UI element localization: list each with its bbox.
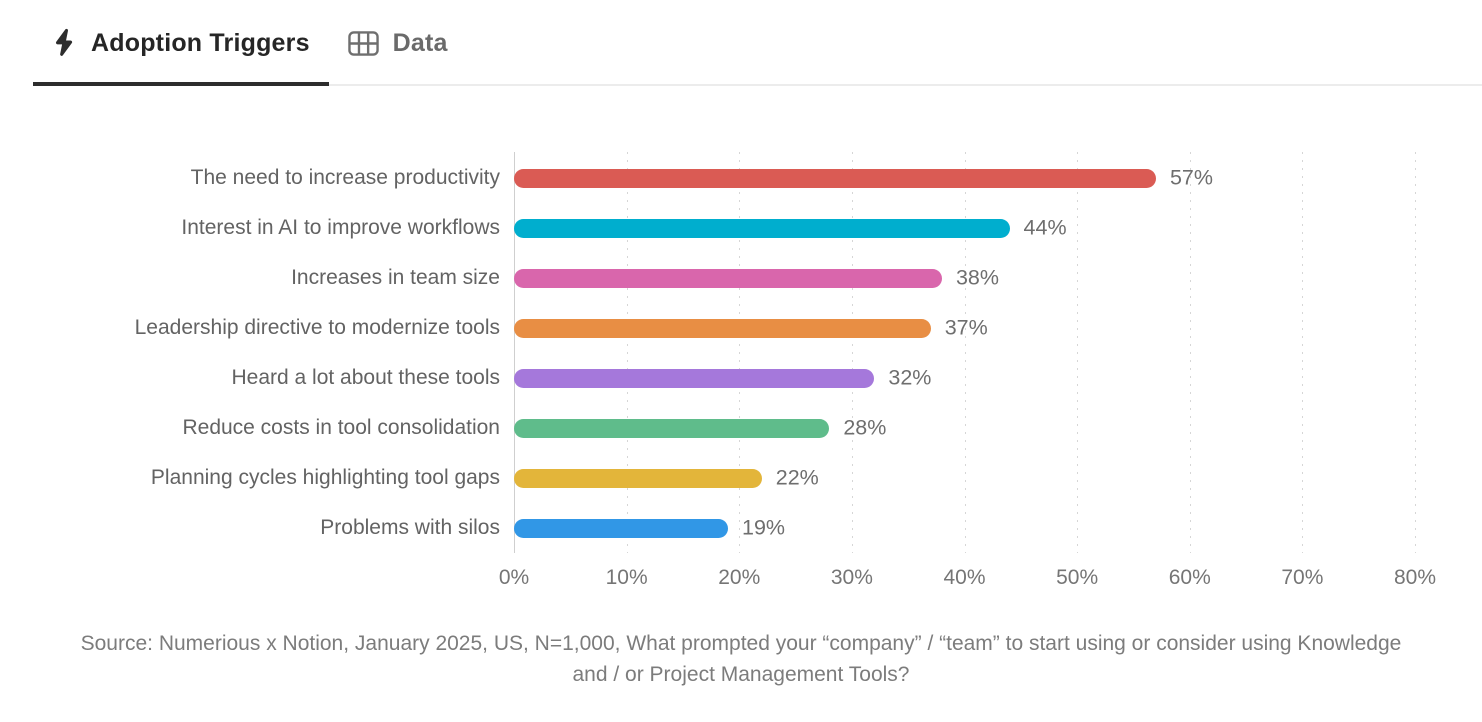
tab-bar: Adoption Triggers Data <box>0 0 1482 86</box>
bar-value-label: 28% <box>843 415 887 440</box>
gridline <box>1302 152 1304 553</box>
category-label: The need to increase productivity <box>190 166 500 189</box>
table-icon <box>347 30 379 56</box>
bar-value-label: 38% <box>955 265 1000 290</box>
bar-value-label: 37% <box>944 315 988 340</box>
bar-7[interactable] <box>514 468 762 488</box>
tab-data[interactable]: Data <box>329 0 467 86</box>
x-tick-label: 20% <box>718 566 761 589</box>
bar-6[interactable] <box>514 418 830 438</box>
value-axis: 0% 10% 20% 30% 40% 50% 60% 70% 80% <box>499 566 1436 596</box>
gridline <box>851 152 853 553</box>
category-label: Heard a lot about these tools <box>231 366 500 389</box>
category-label: Planning cycles highlighting tool gaps <box>150 466 500 489</box>
gridline <box>1077 152 1079 553</box>
bar-value-label: 32% <box>888 365 932 390</box>
x-tick-label: 30% <box>830 566 873 589</box>
bar-3[interactable] <box>514 268 942 288</box>
gridline <box>1415 152 1416 553</box>
gridline <box>964 152 966 553</box>
source-note: Source: Numerious x Notion, January 2025… <box>80 632 1402 686</box>
bar-5[interactable] <box>514 368 875 388</box>
bar-2[interactable] <box>514 218 1010 238</box>
gridline <box>739 152 741 553</box>
x-tick-label: 60% <box>1168 566 1211 589</box>
gridline <box>626 152 628 553</box>
x-tick-label: 70% <box>1281 566 1324 589</box>
bar-1[interactable] <box>514 168 1156 188</box>
tab-adoption-triggers[interactable]: Adoption Triggers <box>33 0 329 86</box>
bar-8[interactable] <box>514 518 728 538</box>
x-tick-label: 10% <box>605 566 648 589</box>
category-label: Increases in team size <box>291 266 500 289</box>
tab-label: Data <box>392 28 448 57</box>
x-tick-label: 40% <box>943 566 986 589</box>
category-label: Reduce costs in tool consolidation <box>182 416 500 439</box>
bar-value-label: 19% <box>741 515 786 540</box>
category-label: Leadership directive to modernize tools <box>134 316 500 339</box>
tab-label: Adoption Triggers <box>91 28 310 57</box>
lightning-icon <box>52 28 77 58</box>
bar-value-label: 57% <box>1169 165 1213 190</box>
x-tick-label: 80% <box>1393 566 1437 589</box>
bar-plot: 57% 44% 38% 37% 32% 28% 22% 19% <box>514 152 1416 553</box>
source-footer: Source: Numerious x Notion, January 2025… <box>0 628 1482 690</box>
x-tick-label: 0% <box>498 566 530 589</box>
bar-value-label: 44% <box>1023 215 1067 240</box>
gridline <box>1189 152 1191 553</box>
category-label: Problems with silos <box>320 516 500 539</box>
bar-value-label: 22% <box>775 465 819 490</box>
category-axis: The need to increase productivity Interes… <box>0 152 500 553</box>
x-tick-label: 50% <box>1056 566 1099 589</box>
y-axis-line <box>514 152 515 553</box>
category-label: Interest in AI to improve workflows <box>181 216 500 239</box>
bar-4[interactable] <box>514 318 931 338</box>
